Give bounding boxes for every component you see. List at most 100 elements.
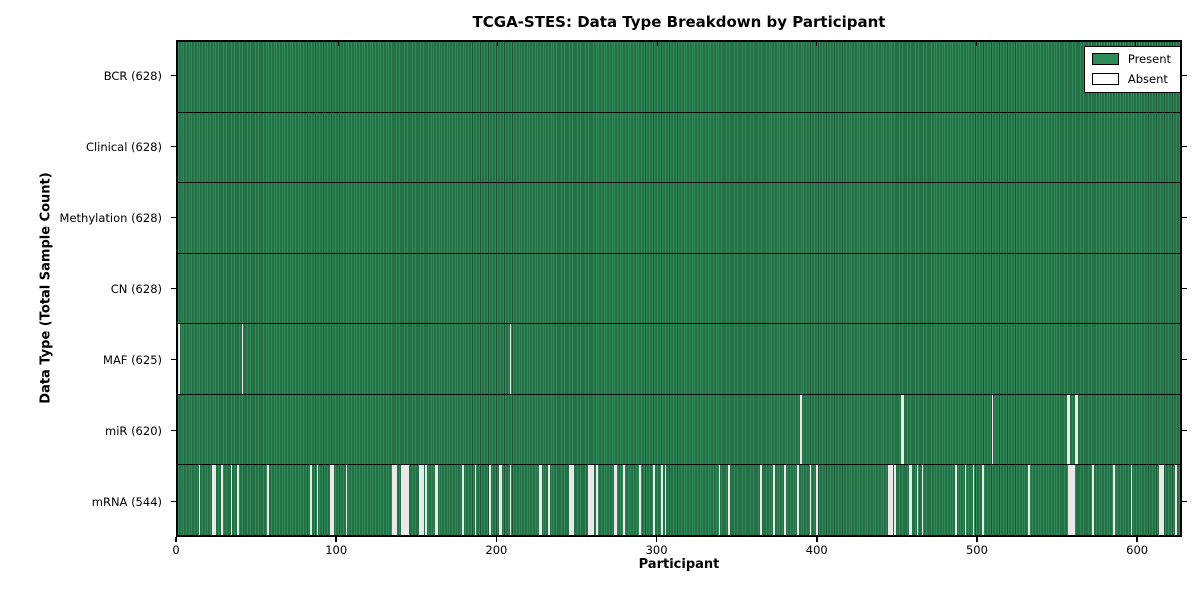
absent-gap: [615, 465, 617, 536]
absent-gap: [316, 465, 319, 536]
absent-gap: [391, 465, 394, 536]
absent-gap: [1092, 465, 1094, 536]
absent-gap: [613, 465, 616, 536]
absent-gap: [572, 465, 574, 536]
absent-gap: [1076, 394, 1078, 465]
x-axis-title: Participant: [638, 557, 720, 572]
row-label-maf: MAF (625): [103, 352, 162, 367]
row-cn: [178, 252, 1180, 324]
plot-area: [176, 40, 1182, 537]
absent-gap: [623, 465, 625, 536]
absent-gap: [329, 465, 332, 536]
y-tick-mark: [1182, 287, 1187, 290]
absent-gap: [964, 465, 967, 536]
y-tick-mark: [1182, 429, 1187, 432]
absent-gap: [972, 465, 975, 536]
absent-gap: [474, 465, 477, 536]
absent-gap: [401, 465, 403, 536]
row-label-bcr: BCR (628): [103, 68, 162, 83]
absent-gap: [267, 465, 269, 536]
legend-entry-absent: Absent: [1091, 72, 1171, 86]
absent-gap: [760, 465, 762, 536]
absent-gap: [639, 465, 641, 536]
y-tick-mark: [1182, 74, 1187, 77]
absent-gap: [214, 465, 217, 536]
x-tick-label: 600: [1126, 543, 1149, 557]
absent-gap: [509, 465, 512, 536]
absent-gap: [991, 394, 994, 465]
absent-gap: [230, 465, 233, 536]
absent-gap: [891, 465, 893, 536]
absent-gap: [728, 465, 731, 536]
row-clinical: [178, 111, 1180, 183]
absent-gap: [345, 465, 348, 536]
absent-gap: [1066, 394, 1069, 465]
absent-gap: [406, 465, 408, 536]
row-mir: [178, 393, 1180, 465]
x-tick-mark: [976, 537, 978, 542]
absent-gap: [404, 465, 407, 536]
x-tick-mark-top: [975, 42, 977, 46]
absent-gap: [773, 465, 775, 536]
x-tick-mark-top: [337, 42, 339, 46]
absent-gap: [1074, 394, 1077, 465]
absent-gap: [1175, 465, 1177, 536]
absent-gap: [500, 465, 502, 536]
absent-gap: [889, 465, 892, 536]
absent-gap: [402, 465, 405, 536]
absent-gap: [1068, 465, 1070, 536]
y-tick-mark: [1182, 358, 1187, 361]
absent-gap: [1069, 465, 1072, 536]
absent-gap: [393, 465, 395, 536]
absent-gap: [407, 465, 410, 536]
absent-gap: [588, 465, 590, 536]
y-tick-mark: [171, 500, 176, 503]
x-tick-mark: [1136, 537, 1138, 542]
absent-gap: [718, 465, 721, 536]
row-label-methylation: Methylation (628): [59, 210, 162, 225]
y-tick-mark: [1182, 145, 1187, 148]
absent-gap: [568, 465, 571, 536]
absent-gap: [1071, 465, 1074, 536]
x-tick-label: 500: [965, 543, 988, 557]
absent-gap: [178, 324, 180, 394]
absent-gap: [1028, 465, 1031, 536]
absent-gap: [237, 465, 239, 536]
x-tick-mark-top: [497, 42, 499, 46]
legend-label-absent: Absent: [1127, 72, 1168, 86]
x-tick-mark: [495, 537, 498, 542]
y-tick-mark: [171, 216, 176, 219]
x-tick-mark: [335, 537, 337, 542]
y-tick-mark: [171, 287, 176, 290]
absent-gap: [422, 465, 424, 536]
absent-gap: [434, 465, 437, 536]
x-tick-mark-top: [656, 42, 658, 46]
absent-gap: [797, 465, 799, 536]
chart-title: TCGA-STES: Data Type Breakdown by Partic…: [472, 13, 886, 31]
absent-gap: [198, 465, 201, 536]
absent-gap: [910, 465, 912, 536]
absent-gap: [592, 465, 595, 536]
row-labels: BCR (628) Clinical (628) Methylation (628)…: [0, 40, 170, 537]
absent-gap: [661, 465, 664, 536]
absent-gap: [394, 465, 397, 536]
absent-gap: [589, 465, 592, 536]
absent-gap: [570, 465, 573, 536]
absent-gap: [921, 465, 924, 536]
row-label-mir: miR (620): [105, 423, 162, 438]
absent-gap: [1160, 465, 1163, 536]
absent-gap: [498, 465, 501, 536]
absent-gap: [664, 465, 667, 536]
legend: Present Absent: [1083, 46, 1181, 93]
row-maf: [178, 323, 1180, 394]
absent-gap: [548, 465, 550, 536]
absent-gap: [462, 465, 464, 536]
row-label-cn: CN (628): [110, 281, 162, 296]
absent-gap: [310, 465, 313, 536]
row-methylation: [178, 182, 1180, 253]
absent-gap: [538, 465, 541, 536]
row-label-mrna: mRNA (544): [91, 494, 162, 509]
absent-gap: [784, 465, 786, 536]
absent-gap: [489, 465, 491, 536]
absent-gap: [902, 394, 904, 465]
